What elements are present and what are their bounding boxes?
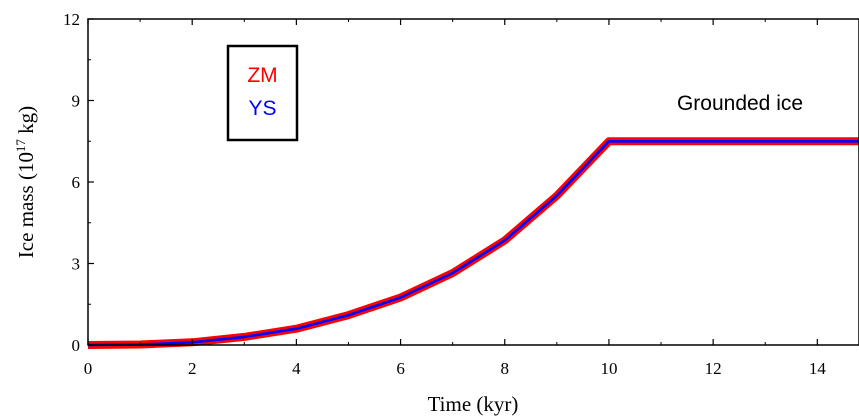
series-line-zm — [87, 137, 859, 349]
y-axis-title-superscript: 17 — [13, 139, 28, 153]
series-line-ys — [87, 140, 859, 347]
x-tick-label: 4 — [292, 359, 301, 378]
legend-entry-zm: ZM — [247, 64, 277, 87]
y-tick-label: 0 — [72, 336, 81, 355]
plot-frame — [87, 18, 859, 346]
legend-box — [226, 44, 299, 142]
x-tick-label: 12 — [705, 359, 722, 378]
y-tick-label: 6 — [72, 173, 81, 192]
series-layer — [87, 137, 859, 349]
y-axis-title-end: kg) — [14, 106, 38, 139]
legend-entry-ys: YS — [248, 97, 276, 120]
y-axis-title: Ice mass (1017 kg) — [13, 106, 38, 258]
x-tick-label: 2 — [188, 359, 197, 378]
y-tick-label: 3 — [72, 255, 81, 274]
x-tick-label: 6 — [396, 359, 405, 378]
x-tick-label: 8 — [501, 359, 510, 378]
y-tick-label: 9 — [72, 92, 81, 111]
axes-layer: 0 2 4 6 8 10 12 14 0 3 6 9 12 — [63, 10, 826, 378]
y-tick-label: 12 — [63, 10, 80, 29]
x-tick-label: 10 — [600, 359, 617, 378]
y-axis-title-main: Ice mass (10 — [14, 152, 38, 258]
grounded-ice-annotation: Grounded ice — [677, 92, 803, 115]
x-tick-label: 0 — [84, 359, 93, 378]
x-tick-label: 14 — [809, 359, 827, 378]
x-axis-title: Time (kyr) — [428, 392, 519, 416]
legend: ZM YS — [226, 44, 299, 142]
